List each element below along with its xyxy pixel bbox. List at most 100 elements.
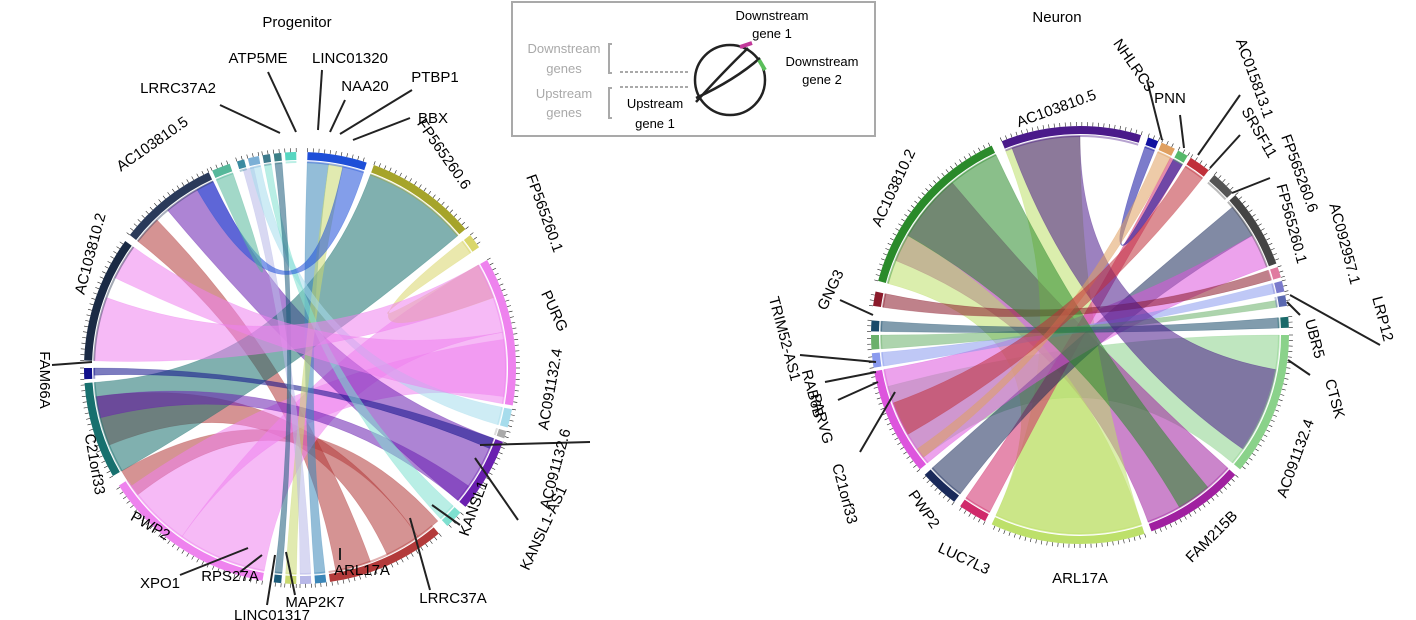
axis-tick bbox=[217, 568, 220, 573]
axis-tick bbox=[404, 175, 407, 180]
chord-link bbox=[93, 264, 494, 362]
sector-arc bbox=[459, 439, 503, 507]
axis-tick bbox=[500, 446, 505, 449]
axis-tick bbox=[181, 182, 185, 186]
axis-tick bbox=[498, 452, 503, 455]
axis-tick bbox=[963, 156, 967, 160]
sector-arc bbox=[84, 368, 93, 380]
axis-tick bbox=[1124, 126, 1127, 132]
chord-link bbox=[215, 172, 263, 273]
axis-tick bbox=[378, 163, 381, 168]
axis-tick bbox=[503, 294, 508, 297]
axis-tick bbox=[101, 460, 106, 463]
axis-tick bbox=[1184, 515, 1187, 520]
legend-circle-glyph bbox=[693, 41, 767, 117]
legend-upstream-genes-line1: Upstream bbox=[536, 86, 592, 101]
axis-tick bbox=[941, 172, 945, 177]
axis-tick bbox=[106, 470, 111, 474]
axis-tick bbox=[909, 460, 914, 464]
axis-tick bbox=[1199, 160, 1203, 164]
axis-tick bbox=[1211, 497, 1215, 501]
axis-tick bbox=[130, 227, 134, 231]
axis-tick bbox=[329, 150, 331, 155]
axis-tick bbox=[890, 238, 894, 241]
axis-tick bbox=[255, 579, 258, 584]
axis-tick bbox=[502, 441, 507, 444]
axis-tick bbox=[130, 505, 134, 509]
axis-tick bbox=[1190, 154, 1194, 158]
axis-tick bbox=[1238, 196, 1243, 200]
sector-arc bbox=[273, 152, 282, 162]
sector-inner-band bbox=[249, 164, 261, 170]
gene-label: NAA20 bbox=[341, 78, 389, 95]
label-leader-line bbox=[859, 391, 896, 453]
chord-panel-progenitor: Progenitor ATP5ME LINC01320NAA20PTBP1BBXF… bbox=[36, 14, 591, 620]
sector-arc bbox=[262, 154, 272, 164]
label-leader-line bbox=[51, 361, 93, 366]
axis-tick bbox=[978, 518, 981, 523]
axis-tick bbox=[331, 581, 333, 586]
axis-tick bbox=[1235, 474, 1239, 478]
axis-tick bbox=[137, 219, 141, 223]
axis-tick bbox=[370, 572, 372, 577]
axis-tick bbox=[466, 505, 470, 509]
axis-tick bbox=[95, 287, 100, 290]
axis-tick bbox=[206, 168, 209, 173]
sector-arc bbox=[129, 172, 213, 240]
axis-tick bbox=[494, 273, 499, 276]
label-leader-line bbox=[837, 381, 879, 401]
axis-tick bbox=[917, 196, 922, 200]
axis-tick bbox=[261, 580, 263, 585]
axis-tick bbox=[499, 283, 504, 286]
axis-tick bbox=[1248, 457, 1253, 461]
axis-tick bbox=[1285, 372, 1290, 375]
axis-tick bbox=[1166, 141, 1169, 145]
sector-arc bbox=[314, 574, 327, 584]
axis-tick bbox=[158, 533, 162, 537]
axis-tick bbox=[1198, 507, 1201, 511]
axis-tick bbox=[505, 299, 510, 302]
axis-tick bbox=[983, 521, 986, 525]
panel-title-progenitor: Progenitor bbox=[262, 14, 331, 31]
axis-tick bbox=[212, 565, 215, 570]
label-leader-line bbox=[317, 69, 323, 131]
axis-tick bbox=[871, 376, 876, 378]
sector-arc bbox=[1186, 157, 1209, 177]
gene-label: NHLRC3 bbox=[1110, 36, 1158, 95]
axis-tick bbox=[882, 413, 887, 416]
legend-downstream-genes-line1: Downstream bbox=[528, 41, 601, 56]
legend-upstream-bracket bbox=[608, 87, 612, 119]
axis-tick bbox=[510, 414, 515, 416]
axis-tick bbox=[456, 516, 460, 520]
axis-tick bbox=[509, 419, 514, 422]
sector-inner-band bbox=[493, 427, 498, 436]
axis-tick bbox=[396, 561, 399, 566]
sector-arc bbox=[307, 152, 367, 171]
axis-tick bbox=[473, 236, 478, 240]
axis-tick bbox=[1266, 429, 1270, 432]
sector-arc bbox=[273, 574, 282, 584]
axis-tick bbox=[1152, 135, 1155, 140]
axis-tick bbox=[476, 241, 481, 245]
axis-tick bbox=[1159, 527, 1162, 532]
axis-tick bbox=[104, 266, 109, 269]
axis-tick bbox=[501, 288, 506, 291]
axis-tick bbox=[1278, 399, 1283, 402]
axis-tick bbox=[933, 180, 937, 184]
label-leader-line bbox=[1286, 301, 1301, 316]
gene-label: LRRC37A bbox=[419, 590, 487, 607]
axis-tick bbox=[959, 507, 962, 511]
axis-tick bbox=[883, 253, 888, 256]
axis-tick bbox=[257, 151, 260, 157]
chord-link bbox=[907, 154, 1209, 508]
legend-upstream-gene1-line2: gene 1 bbox=[635, 116, 675, 131]
axis-tick bbox=[1202, 503, 1206, 508]
chords-progenitor bbox=[93, 161, 507, 575]
axis-tick bbox=[362, 157, 365, 162]
sector-arc bbox=[480, 260, 516, 406]
sector-inner-band bbox=[1271, 283, 1276, 294]
gene-label: AC091132.4 bbox=[1274, 417, 1318, 500]
axis-tick bbox=[1117, 540, 1120, 545]
sector-arc bbox=[871, 352, 882, 368]
